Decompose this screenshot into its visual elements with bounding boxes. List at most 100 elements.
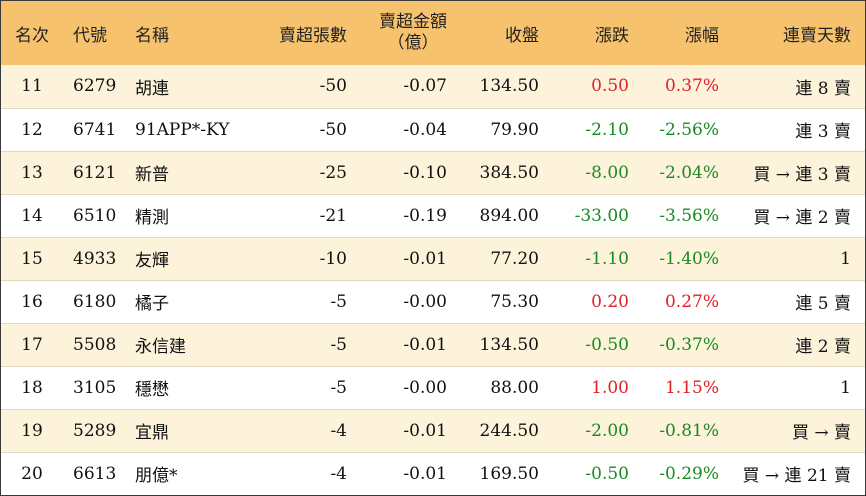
cell-close: 88.00 — [455, 365, 547, 409]
cell-net-sell-lots: -5 — [259, 365, 355, 409]
cell-net-sell-amount: -0.10 — [355, 150, 455, 194]
cell-change: -33.00 — [547, 193, 637, 237]
table-row[interactable]: 12 6741 91APP*-KY -50 -0.04 79.90 -2.10 -2.56% 連… — [1, 107, 865, 151]
cell-net-sell-amount: -0.04 — [355, 107, 455, 151]
cell-streak: 1 — [727, 236, 865, 280]
cell-net-sell-amount: -0.00 — [355, 279, 455, 323]
table-row[interactable]: 17 5508 永信建 -5 -0.01 134.50 -0.50 -0.37% 連 2 賣 — [1, 322, 865, 366]
header-net-sell-amount-line1: 賣超金額 — [379, 12, 447, 32]
cell-rank: 11 — [21, 76, 43, 97]
cell-code: 4933 — [63, 236, 129, 280]
cell-close: 75.30 — [455, 279, 547, 323]
cell-net-sell-lots: -4 — [259, 451, 355, 495]
cell-name: 朋億* — [129, 451, 259, 495]
table-row[interactable]: 19 5289 宜鼎 -4 -0.01 244.50 -2.00 -0.81% 買 → 賣 — [1, 408, 865, 452]
cell-change-pct: 0.27% — [637, 279, 727, 323]
cell-code: 6279 — [73, 76, 117, 97]
cell-close: 79.90 — [455, 107, 547, 151]
cell-close: 894.00 — [455, 193, 547, 237]
cell-streak: 連 8 賣 — [795, 78, 851, 99]
cell-change: -2.00 — [547, 408, 637, 452]
cell-code: 5508 — [63, 322, 129, 366]
table-header: 名次 代號 名稱 賣超張數 賣超金額 （億） 收盤 漲跌 漲幅 連賣天數 — [1, 1, 865, 65]
cell-rank: 17 — [1, 322, 63, 366]
cell-change: 1.00 — [547, 365, 637, 409]
cell-streak: 買 → 連 3 賣 — [727, 150, 865, 194]
cell-rank: 19 — [1, 408, 63, 452]
cell-change: 0.50 — [591, 76, 629, 97]
header-net-sell-amount[interactable]: 賣超金額 （億） — [355, 1, 455, 65]
header-net-sell-amount-label: 賣超金額 （億） — [379, 12, 447, 54]
cell-code: 6510 — [63, 193, 129, 237]
table-row[interactable]: 18 3105 穩懋 -5 -0.00 88.00 1.00 1.15% 1 — [1, 365, 865, 409]
header-rank[interactable]: 名次 — [15, 25, 49, 46]
cell-net-sell-lots: -50 — [319, 76, 347, 97]
cell-streak: 連 2 賣 — [727, 322, 865, 366]
cell-change-pct: -3.56% — [637, 193, 727, 237]
cell-name: 友輝 — [129, 236, 259, 280]
cell-rank: 12 — [1, 107, 63, 151]
cell-change: -1.10 — [547, 236, 637, 280]
cell-streak: 連 5 賣 — [727, 279, 865, 323]
table-row[interactable]: 20 6613 朋億* -4 -0.01 169.50 -0.50 -0.29% 買 → 連 2… — [1, 451, 865, 495]
header-name[interactable]: 名稱 — [135, 25, 169, 46]
cell-rank: 14 — [1, 193, 63, 237]
header-streak[interactable]: 連賣天數 — [783, 25, 851, 46]
cell-streak: 連 3 賣 — [727, 107, 865, 151]
cell-close: 384.50 — [455, 150, 547, 194]
table-row[interactable]: 11 6279 胡連 -50 -0.07 134.50 0.50 0.37% 連 8 賣 — [1, 65, 865, 108]
header-change[interactable]: 漲跌 — [595, 25, 629, 46]
cell-streak: 買 → 賣 — [727, 408, 865, 452]
cell-net-sell-amount: -0.00 — [355, 365, 455, 409]
header-code[interactable]: 代號 — [73, 25, 107, 46]
cell-change-pct: -1.40% — [637, 236, 727, 280]
header-close[interactable]: 收盤 — [505, 25, 539, 46]
cell-rank: 15 — [1, 236, 63, 280]
header-change-pct[interactable]: 漲幅 — [685, 25, 719, 46]
cell-rank: 18 — [1, 365, 63, 409]
cell-code: 6613 — [63, 451, 129, 495]
cell-close: 134.50 — [479, 76, 539, 97]
cell-net-sell-amount: -0.01 — [355, 322, 455, 366]
cell-change-pct: -2.04% — [637, 150, 727, 194]
cell-close: 169.50 — [455, 451, 547, 495]
cell-change: 0.20 — [547, 279, 637, 323]
table-row[interactable]: 13 6121 新普 -25 -0.10 384.50 -8.00 -2.04% 買 → 連 3… — [1, 150, 865, 194]
cell-close: 77.20 — [455, 236, 547, 280]
cell-code: 3105 — [63, 365, 129, 409]
cell-name: 永信建 — [129, 322, 259, 366]
cell-net-sell-amount: -0.19 — [355, 193, 455, 237]
cell-change-pct: 1.15% — [637, 365, 727, 409]
cell-streak: 買 → 連 21 賣 — [727, 451, 865, 495]
cell-name: 胡連 — [135, 78, 169, 99]
cell-change-pct: -2.56% — [637, 107, 727, 151]
cell-rank: 16 — [1, 279, 63, 323]
cell-net-sell-amount: -0.01 — [355, 408, 455, 452]
cell-close: 244.50 — [455, 408, 547, 452]
cell-change: -8.00 — [547, 150, 637, 194]
cell-change-pct: -0.81% — [637, 408, 727, 452]
cell-code: 6741 — [63, 107, 129, 151]
cell-streak: 買 → 連 2 賣 — [727, 193, 865, 237]
cell-name: 宜鼎 — [129, 408, 259, 452]
cell-net-sell-lots: -50 — [259, 107, 355, 151]
cell-rank: 13 — [1, 150, 63, 194]
table-body: 11 6279 胡連 -50 -0.07 134.50 0.50 0.37% 連 8 賣 12 67… — [1, 65, 865, 495]
table-row[interactable]: 14 6510 精測 -21 -0.19 894.00 -33.00 -3.56% 買 → 連 … — [1, 193, 865, 237]
cell-code: 5289 — [63, 408, 129, 452]
cell-rank: 20 — [1, 451, 63, 495]
table-row[interactable]: 15 4933 友輝 -10 -0.01 77.20 -1.10 -1.40% 1 — [1, 236, 865, 280]
cell-streak: 1 — [727, 365, 865, 409]
cell-change-pct: -0.37% — [637, 322, 727, 366]
header-net-sell-lots[interactable]: 賣超張數 — [279, 25, 347, 46]
cell-code: 6180 — [63, 279, 129, 323]
cell-name: 新普 — [129, 150, 259, 194]
cell-code: 6121 — [63, 150, 129, 194]
cell-name: 穩懋 — [129, 365, 259, 409]
cell-name: 橘子 — [129, 279, 259, 323]
cell-net-sell-amount: -0.01 — [355, 451, 455, 495]
header-net-sell-amount-line2: （億） — [387, 33, 439, 53]
cell-name: 精測 — [129, 193, 259, 237]
table-row[interactable]: 16 6180 橘子 -5 -0.00 75.30 0.20 0.27% 連 5 賣 — [1, 279, 865, 323]
